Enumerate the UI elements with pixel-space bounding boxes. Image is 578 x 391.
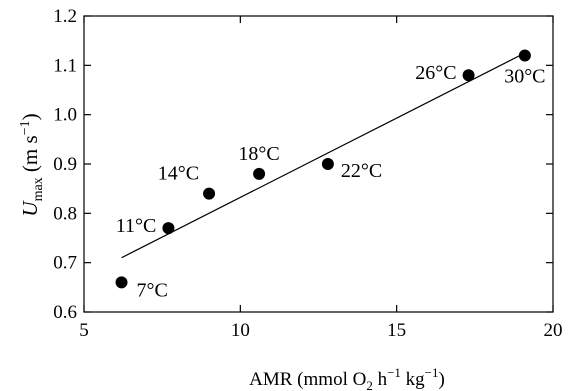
y-tick-label: 0.9 xyxy=(53,154,77,175)
x-axis-label: AMR (mmol O2 h−1 kg−1) xyxy=(249,365,445,391)
y-tick-label: 0.8 xyxy=(53,203,77,224)
data-points xyxy=(115,49,531,289)
data-point xyxy=(462,69,475,82)
plot-frame xyxy=(83,15,554,313)
data-point xyxy=(518,49,531,62)
data-point-label: 14°C xyxy=(158,163,199,185)
data-point-label: 30°C xyxy=(504,65,545,87)
y-tick-label: 1.1 xyxy=(53,55,77,76)
data-point-label: 7°C xyxy=(137,279,168,301)
x-tick-label: 15 xyxy=(387,320,406,341)
y-tick-label: 0.6 xyxy=(53,302,77,323)
data-point-label: 11°C xyxy=(116,215,157,237)
y-tick-label: 1.0 xyxy=(53,105,77,126)
data-point-label: 18°C xyxy=(238,143,279,165)
data-point xyxy=(321,158,334,170)
data-point xyxy=(203,187,216,200)
data-point xyxy=(162,222,175,235)
data-point-label: 22°C xyxy=(341,160,382,182)
y-axis-label: Umax (m s−1) xyxy=(18,113,46,216)
data-point xyxy=(253,167,266,180)
data-point-labels: 7°C 11°C 14°C 18°C 22°C 26°C 30°C xyxy=(116,62,546,301)
trend-line xyxy=(121,52,526,259)
y-tick-label: 0.7 xyxy=(53,253,77,274)
y-axis-ticks: 0.6 0.7 0.8 0.9 1.0 1.1 1.2 xyxy=(53,6,553,323)
y-tick-label: 1.2 xyxy=(53,6,77,27)
data-point-label: 26°C xyxy=(415,62,456,84)
x-tick-label: 20 xyxy=(544,320,563,341)
x-axis-ticks: 5 10 15 20 xyxy=(79,16,563,341)
data-point xyxy=(115,276,128,289)
x-tick-label: 10 xyxy=(231,320,250,341)
plot-area xyxy=(83,15,554,313)
x-tick-label: 5 xyxy=(79,320,89,341)
